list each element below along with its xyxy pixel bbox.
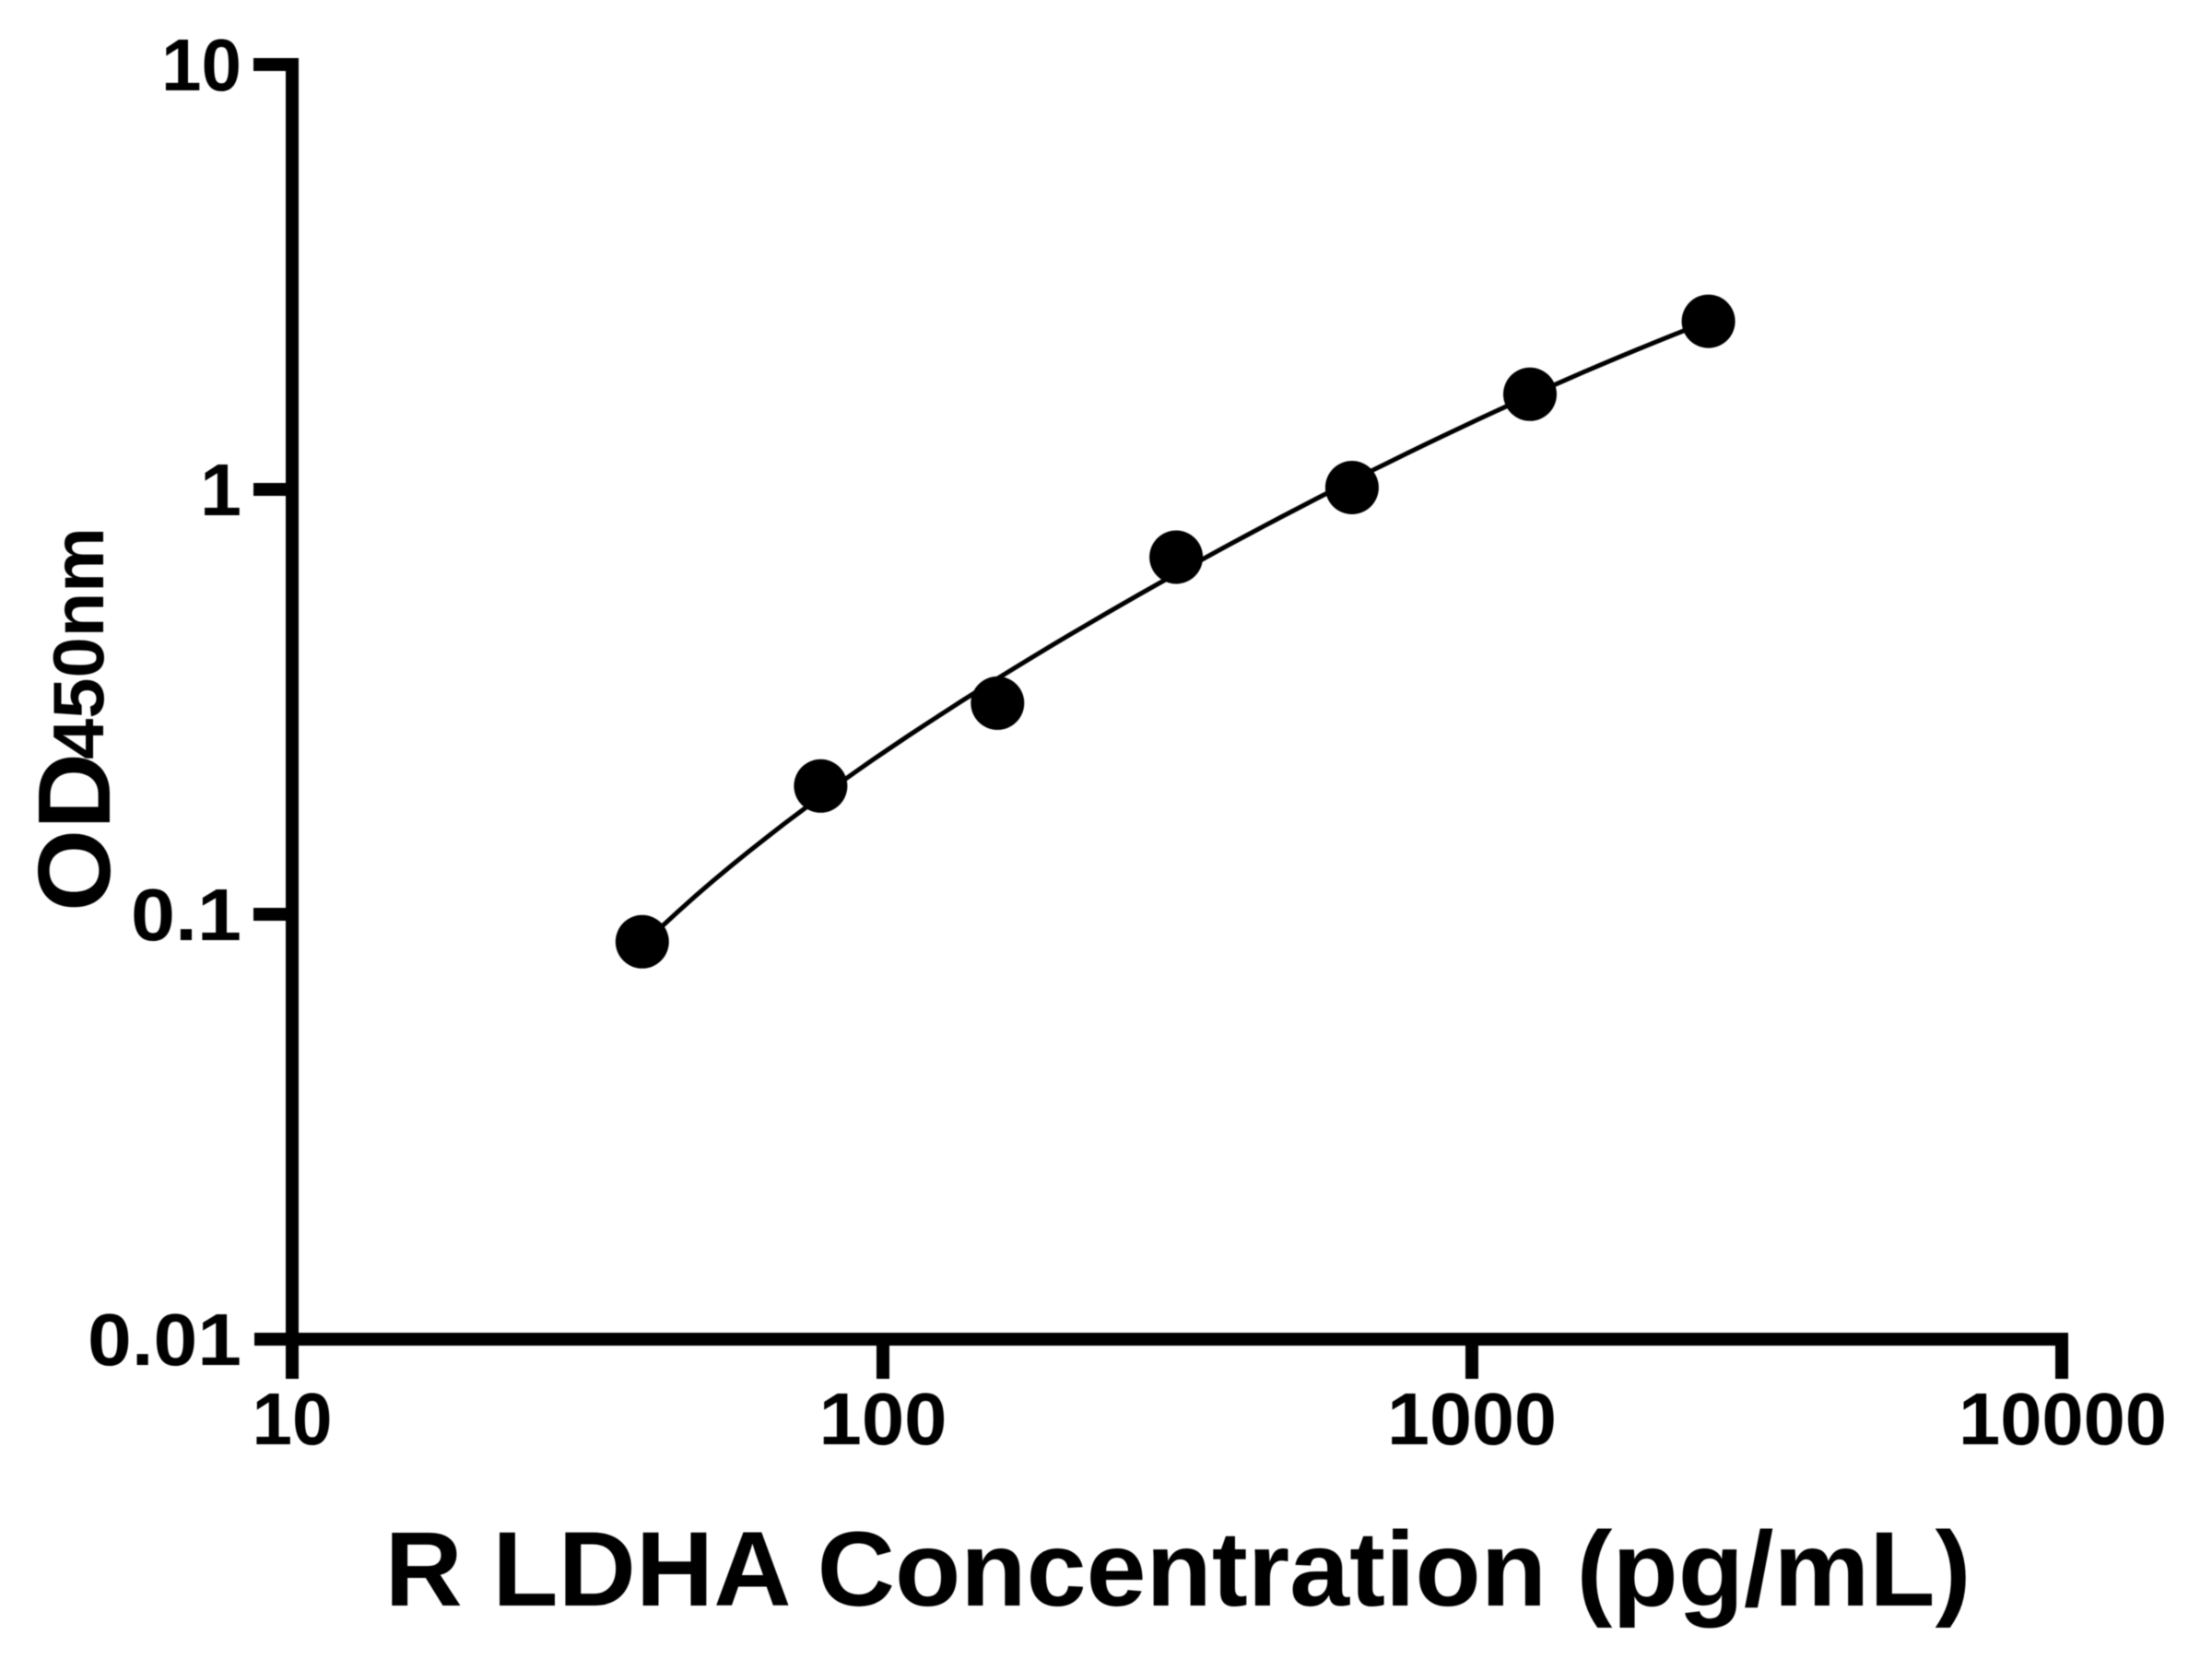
svg-text:OD: OD xyxy=(18,753,132,912)
svg-text:1000: 1000 xyxy=(1387,1378,1557,1460)
svg-text:10000: 10000 xyxy=(1959,1378,2167,1460)
svg-text:0.1: 0.1 xyxy=(131,874,241,956)
svg-text:10: 10 xyxy=(253,1378,333,1460)
svg-text:450nm: 450nm xyxy=(40,527,119,759)
svg-text:100: 100 xyxy=(819,1378,947,1460)
svg-text:0.01: 0.01 xyxy=(88,1299,241,1381)
svg-text:1: 1 xyxy=(200,449,241,531)
svg-text:R LDHA Concentration (pg/mL): R LDHA Concentration (pg/mL) xyxy=(385,1511,1971,1629)
svg-text:10: 10 xyxy=(161,24,241,106)
